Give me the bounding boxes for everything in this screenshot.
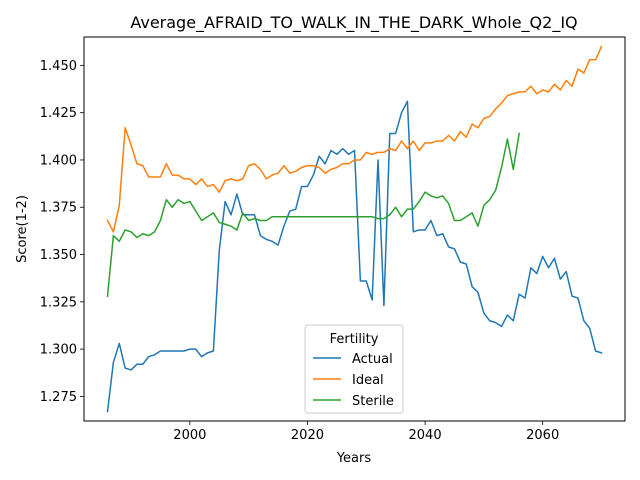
y-tick-label: 1.400 bbox=[40, 153, 77, 168]
series-line-actual bbox=[106, 100, 603, 413]
y-axis-title: Score(1-2) bbox=[15, 195, 30, 263]
x-tick-label: 2020 bbox=[291, 428, 324, 443]
legend-label-ideal: Ideal bbox=[352, 373, 384, 388]
x-tick-label: 2000 bbox=[173, 428, 206, 443]
legend-label-actual: Actual bbox=[352, 352, 393, 367]
series-layer bbox=[106, 45, 603, 413]
x-tick-label: 2060 bbox=[526, 428, 559, 443]
legend: Fertility Actual Ideal Sterile bbox=[304, 324, 404, 414]
y-tick-label: 1.325 bbox=[40, 295, 77, 310]
legend-box bbox=[304, 324, 404, 414]
x-axis-title: Years bbox=[336, 451, 372, 466]
y-tick-label: 1.425 bbox=[40, 106, 77, 121]
y-tick-label: 1.300 bbox=[40, 343, 77, 358]
chart-title: Average_AFRAID_TO_WALK_IN_THE_DARK_Whole… bbox=[130, 13, 577, 33]
legend-label-sterile: Sterile bbox=[352, 394, 394, 409]
ticks-layer: 2000 2020 2040 2060 1.275 1.300 1.325 1.350 1.37… bbox=[40, 59, 559, 443]
legend-title: Fertility bbox=[330, 332, 379, 347]
y-tick-label: 1.350 bbox=[40, 248, 77, 263]
series-line-sterile bbox=[106, 132, 521, 297]
x-tick-label: 2040 bbox=[409, 428, 442, 443]
plot-area-frame bbox=[83, 36, 626, 422]
y-tick-label: 1.275 bbox=[40, 390, 77, 405]
y-tick-label: 1.375 bbox=[40, 201, 77, 216]
y-tick-label: 1.450 bbox=[40, 59, 77, 74]
series-line-ideal bbox=[106, 45, 603, 233]
